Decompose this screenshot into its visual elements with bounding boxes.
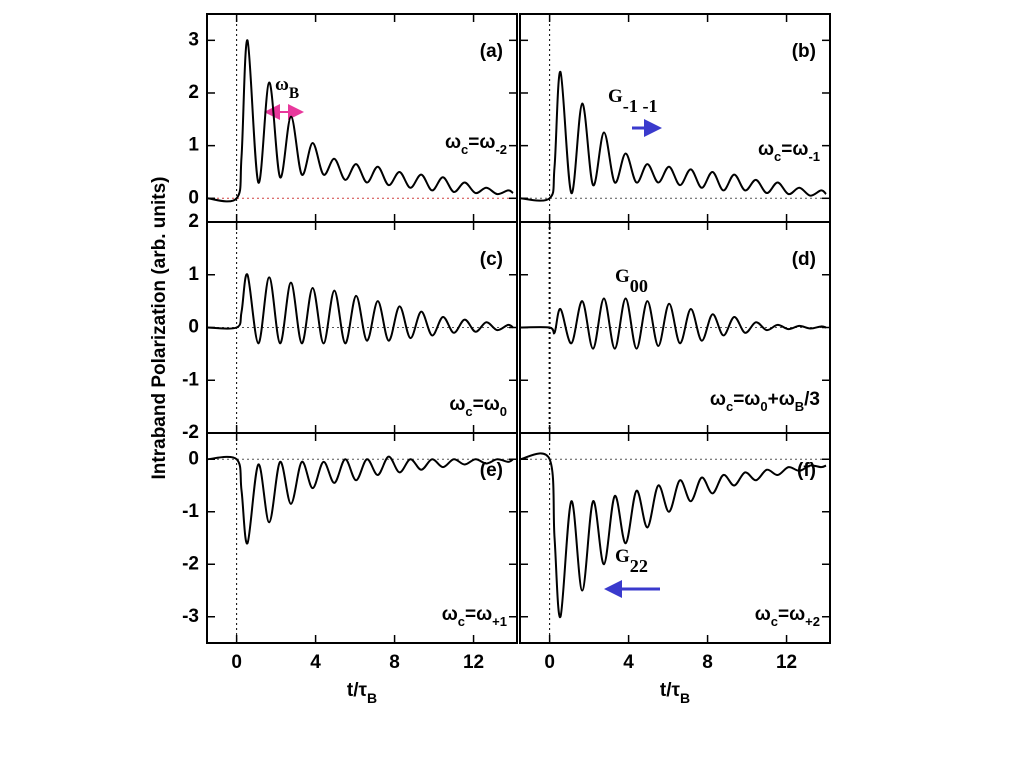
marker-label: G-1 -1 xyxy=(608,86,658,116)
annotation-part: ω xyxy=(442,604,458,625)
marker-label-part: -1 -1 xyxy=(623,96,658,116)
annotation-part: -1 xyxy=(808,149,820,164)
annotation-part: ω xyxy=(755,604,771,625)
annotation: ωc=ω+2 xyxy=(755,604,820,629)
x-axis-label-part: B xyxy=(680,690,690,706)
x-tick-label: 4 xyxy=(623,652,634,673)
marker-label-part: B xyxy=(289,85,299,102)
curve xyxy=(206,273,514,345)
curve xyxy=(206,455,514,545)
panel-frame xyxy=(206,432,518,644)
annotation-part: B xyxy=(795,399,804,414)
curve xyxy=(519,297,827,350)
marker-label: G00 xyxy=(615,266,648,296)
marker-label-part: G xyxy=(608,86,623,107)
annotation-part: +2 xyxy=(805,614,820,629)
panel-frame xyxy=(519,13,831,223)
marker-label-part: 00 xyxy=(630,276,648,296)
panel-label: (d) xyxy=(792,249,816,270)
x-tick-label: 12 xyxy=(776,652,797,673)
annotation-part: 0 xyxy=(760,399,767,414)
annotation-part: -2 xyxy=(495,142,507,157)
annotation: ωc=ω0+ωB/3 xyxy=(710,389,820,414)
annotation-part: ω xyxy=(449,394,465,415)
y-tick-label: -1 xyxy=(182,501,199,522)
annotation-part: 0 xyxy=(500,404,507,419)
annotation-part: +1 xyxy=(492,614,507,629)
annotation-part: ω xyxy=(758,139,774,160)
annotation-part: c xyxy=(458,614,465,629)
marker-label-part: G xyxy=(615,266,630,287)
x-tick-label: 12 xyxy=(463,652,484,673)
annotation-part: +ω xyxy=(768,389,795,410)
annotation-part: c xyxy=(774,149,781,164)
panel-label: (f) xyxy=(797,460,816,481)
marker-label-part: G xyxy=(615,546,630,567)
annotation: ωc=ω-1 xyxy=(758,139,820,164)
annotation-part: /3 xyxy=(804,389,820,410)
marker-label-part: 22 xyxy=(630,556,648,576)
annotation-part: c xyxy=(461,142,468,157)
x-tick-label: 0 xyxy=(544,652,555,673)
annotation: ωc=ω-2 xyxy=(445,132,507,157)
annotation-part: ω xyxy=(445,132,461,153)
x-axis-label: t/τB xyxy=(660,680,690,706)
annotation-part: c xyxy=(771,614,778,629)
annotation-part: =ω xyxy=(473,394,500,415)
y-tick-label: -2 xyxy=(182,553,199,574)
x-tick-label: 0 xyxy=(231,652,242,673)
y-axis-label: Intraband Polarization (arb. units) xyxy=(149,177,170,480)
marker-label: G22 xyxy=(615,546,648,576)
x-axis-label-part: t/τ xyxy=(660,680,681,701)
panel-label: (c) xyxy=(480,249,503,270)
y-tick-label: 2 xyxy=(188,211,199,232)
y-tick-label: 1 xyxy=(188,135,199,156)
panel-label: (b) xyxy=(792,41,816,62)
curve xyxy=(206,39,514,203)
curve xyxy=(519,452,827,618)
x-axis-label-part: B xyxy=(367,690,377,706)
x-axis-label-part: t/τ xyxy=(347,680,368,701)
y-tick-label: 3 xyxy=(188,29,199,50)
annotation-part: ω xyxy=(710,389,726,410)
y-tick-label: -2 xyxy=(182,422,199,443)
x-tick-label: 8 xyxy=(702,652,713,673)
y-tick-label: 0 xyxy=(188,187,199,208)
panel-label: (a) xyxy=(480,41,503,62)
panel-label: (e) xyxy=(480,460,503,481)
x-tick-label: 4 xyxy=(310,652,321,673)
annotation-part: =ω xyxy=(778,604,805,625)
annotation-part: c xyxy=(465,404,472,419)
annotation: ωc=ω0 xyxy=(449,394,507,419)
x-tick-label: 8 xyxy=(389,652,400,673)
curve xyxy=(519,70,827,202)
y-tick-label: 0 xyxy=(188,317,199,338)
annotation-part: =ω xyxy=(468,132,495,153)
marker-label: ωB xyxy=(275,74,299,102)
marker-label-part: ω xyxy=(275,74,289,95)
y-tick-label: -3 xyxy=(182,606,199,627)
annotation-part: c xyxy=(726,399,733,414)
panel-frame xyxy=(519,432,831,644)
y-tick-label: 2 xyxy=(188,82,199,103)
x-axis-label: t/τB xyxy=(347,680,377,706)
y-tick-label: -1 xyxy=(182,369,199,390)
annotation-part: =ω xyxy=(465,604,492,625)
y-tick-label: 0 xyxy=(188,448,199,469)
annotation-part: =ω xyxy=(733,389,760,410)
annotation-part: =ω xyxy=(781,139,808,160)
y-tick-label: 1 xyxy=(188,264,199,285)
annotation: ωc=ω+1 xyxy=(442,604,507,629)
